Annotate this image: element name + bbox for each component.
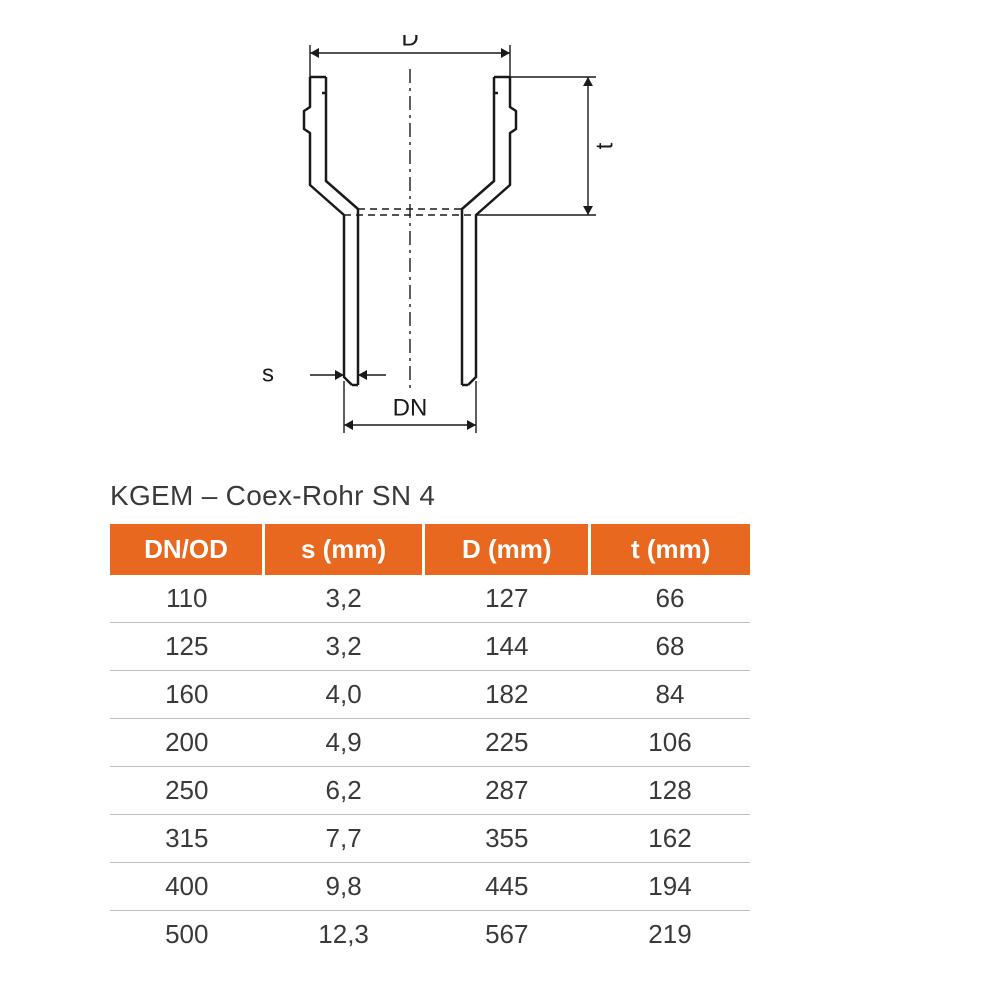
table-cell: 12,3 [264,911,424,959]
spec-table: DN/OD s (mm) D (mm) t (mm) 1103,21276612… [110,524,750,958]
table-cell: 162 [590,815,750,863]
col-header: DN/OD [110,524,264,575]
table-cell: 84 [590,671,750,719]
table-cell: 194 [590,863,750,911]
table-row: 50012,3567219 [110,911,750,959]
table-cell: 9,8 [264,863,424,911]
pipe-diagram: Dt s DN [190,35,660,445]
svg-text:D: D [401,35,418,51]
table-cell: 6,2 [264,767,424,815]
table-row: 2004,9225106 [110,719,750,767]
table-cell: 219 [590,911,750,959]
table-cell: 287 [424,767,590,815]
table-cell: 182 [424,671,590,719]
table-cell: 400 [110,863,264,911]
table-cell: 3,2 [264,575,424,623]
table-row: 2506,2287128 [110,767,750,815]
table-cell: 200 [110,719,264,767]
table-cell: 125 [110,623,264,671]
table-row: 4009,8445194 [110,863,750,911]
table-cell: 128 [590,767,750,815]
table-cell: 225 [424,719,590,767]
table-cell: 68 [590,623,750,671]
table-cell: 355 [424,815,590,863]
table-row: 1103,212766 [110,575,750,623]
col-header: t (mm) [590,524,750,575]
svg-text:s: s [262,360,274,387]
table-cell: 4,0 [264,671,424,719]
table-row: 1253,214468 [110,623,750,671]
svg-text:DN: DN [393,394,428,421]
table-cell: 144 [424,623,590,671]
table-cell: 160 [110,671,264,719]
table-cell: 315 [110,815,264,863]
table-cell: 250 [110,767,264,815]
table-cell: 445 [424,863,590,911]
col-header: s (mm) [264,524,424,575]
table-cell: 66 [590,575,750,623]
table-cell: 567 [424,911,590,959]
table-row: 3157,7355162 [110,815,750,863]
spec-table-area: KGEM – Coex-Rohr SN 4 DN/OD s (mm) D (mm… [110,480,750,958]
table-cell: 3,2 [264,623,424,671]
svg-text:t: t [591,142,618,149]
table-cell: 127 [424,575,590,623]
col-header: D (mm) [424,524,590,575]
table-row: 1604,018284 [110,671,750,719]
table-cell: 500 [110,911,264,959]
table-title: KGEM – Coex-Rohr SN 4 [110,480,750,512]
table-cell: 106 [590,719,750,767]
table-cell: 7,7 [264,815,424,863]
table-cell: 4,9 [264,719,424,767]
table-header-row: DN/OD s (mm) D (mm) t (mm) [110,524,750,575]
table-cell: 110 [110,575,264,623]
